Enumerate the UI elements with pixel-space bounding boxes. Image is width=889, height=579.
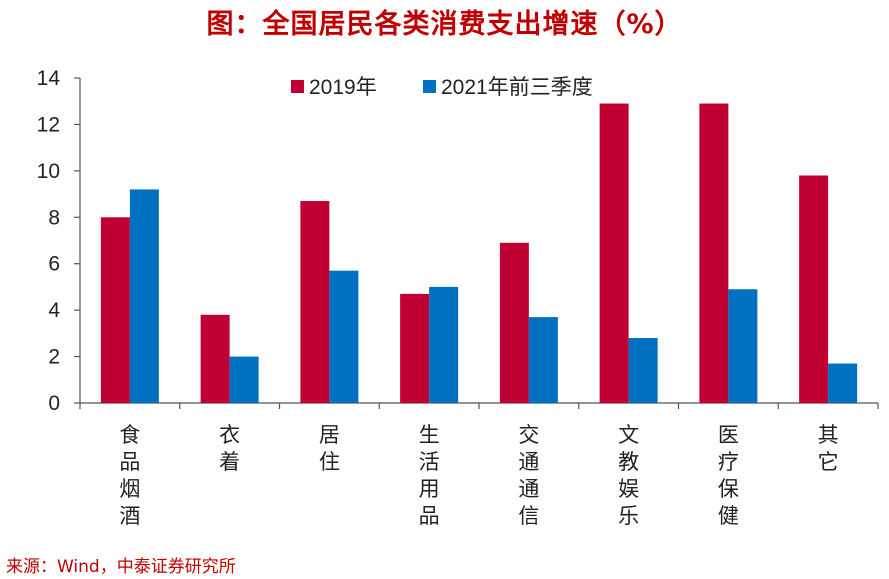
y-tick-label: 10 — [37, 160, 60, 183]
bars — [100, 103, 858, 404]
bar-series1 — [599, 103, 629, 404]
x-category-label: 教 — [618, 450, 639, 474]
y-tick-label: 2 — [48, 346, 60, 369]
bar-series1 — [699, 103, 729, 404]
bar-series2 — [429, 286, 459, 403]
x-category-label: 品 — [119, 450, 140, 474]
y-tick-label: 8 — [48, 206, 60, 229]
bar-series2 — [728, 289, 758, 403]
bar-series2 — [828, 363, 858, 403]
bar-series2 — [129, 189, 159, 403]
legend: 2019年 2021年前三季度 — [291, 76, 593, 99]
x-category-label: 娱 — [618, 477, 639, 501]
x-category-label: 健 — [718, 504, 739, 528]
x-category-label: 居 — [319, 423, 340, 447]
x-category-label: 信 — [518, 504, 539, 528]
x-category-label: 通 — [518, 477, 539, 501]
bar-series1 — [400, 293, 430, 403]
x-category-label: 住 — [319, 450, 340, 474]
x-category-label: 活 — [419, 450, 440, 474]
x-category-label: 品 — [419, 504, 440, 528]
y-tick-label: 6 — [48, 253, 60, 276]
x-category-label: 文 — [618, 423, 639, 447]
y-tick-label: 14 — [37, 67, 61, 90]
legend-label: 2019年 — [309, 76, 377, 99]
bar-series2 — [528, 317, 558, 403]
x-category-label: 生 — [419, 423, 440, 447]
x-category-label: 其 — [818, 423, 839, 447]
x-category-label: 食 — [119, 423, 140, 447]
y-tick-label: 12 — [37, 113, 60, 136]
bar-series1 — [200, 314, 230, 403]
x-category-label: 疗 — [718, 450, 739, 474]
x-category-label: 烟 — [119, 477, 140, 501]
y-tick-label: 4 — [48, 299, 60, 322]
x-category-label: 用 — [419, 477, 440, 501]
bar-series1 — [799, 175, 829, 403]
x-category-label: 乐 — [618, 504, 639, 528]
x-category-label: 着 — [219, 450, 240, 474]
y-tick-label: 0 — [48, 392, 60, 415]
x-category-label: 通 — [518, 450, 539, 474]
x-category-label: 保 — [718, 477, 739, 501]
x-category-label: 它 — [818, 450, 839, 474]
legend-label: 2021年前三季度 — [441, 76, 593, 99]
x-category-label: 衣 — [219, 423, 240, 447]
x-category-label: 交 — [518, 423, 539, 447]
bar-series1 — [499, 242, 529, 403]
legend-swatch — [423, 80, 436, 93]
bar-series1 — [300, 201, 330, 403]
bar-series2 — [628, 338, 658, 403]
bar-series1 — [100, 217, 130, 403]
x-category-label: 医 — [718, 423, 739, 447]
legend-swatch — [291, 80, 304, 93]
bar-series2 — [229, 356, 259, 403]
source-note: 来源：Wind，中泰证券研究所 — [6, 557, 236, 577]
bar-series2 — [329, 270, 359, 403]
chart-title: 图：全国居民各类消费支出增速（%） — [206, 9, 683, 40]
x-category-label: 酒 — [119, 504, 140, 528]
